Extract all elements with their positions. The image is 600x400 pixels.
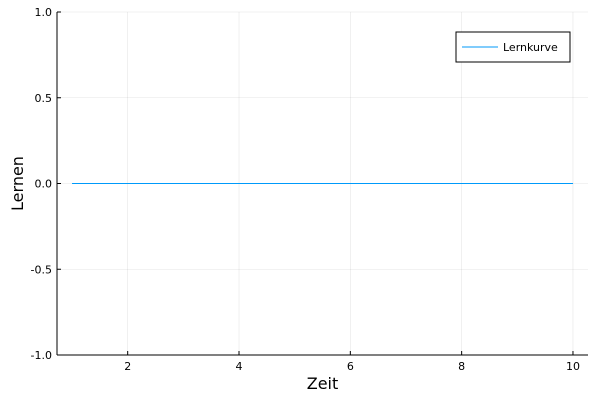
legend-entry-lernkurve: Lernkurve [503,41,558,54]
x-tick-label: 6 [347,360,354,373]
y-tick-label: -1.0 [31,349,52,362]
legend: Lernkurve [455,31,571,63]
x-tick-label: 2 [124,360,131,373]
tick-labels: 2 4 6 8 10 -1.0 -0.5 0.0 0.5 1.0 [31,6,580,373]
x-tick-label: 8 [458,360,465,373]
y-tick-label: -0.5 [31,263,52,276]
y-tick-label: 1.0 [35,6,53,19]
y-tick-label: 0.5 [35,92,53,105]
axes [56,11,588,356]
y-axis-label: Lernen [8,156,27,211]
y-tick-label: 0.0 [35,178,53,191]
x-axis-label: Zeit [307,374,339,393]
x-tick-label: 10 [566,360,580,373]
x-tick-label: 4 [236,360,243,373]
